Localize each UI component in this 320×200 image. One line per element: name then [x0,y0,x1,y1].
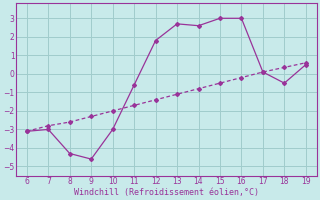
X-axis label: Windchill (Refroidissement éolien,°C): Windchill (Refroidissement éolien,°C) [74,188,259,197]
